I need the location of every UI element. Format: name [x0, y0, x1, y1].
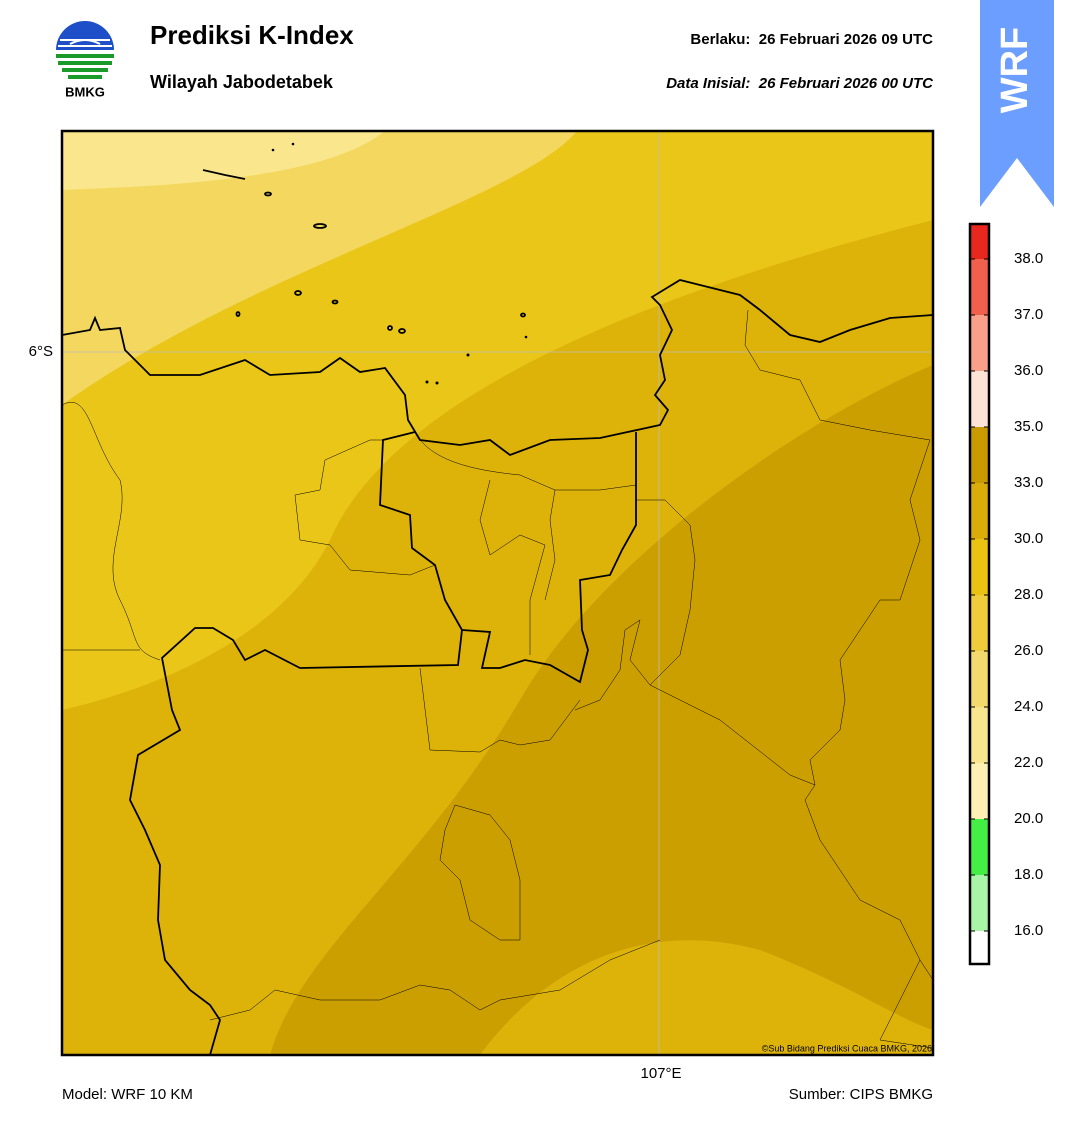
colorbar-label: 36.0 — [1014, 362, 1043, 379]
map — [62, 131, 933, 1055]
colorbar-segment — [970, 427, 989, 483]
colorbar-label: 30.0 — [1014, 530, 1043, 547]
footer-model: Model: WRF 10 KM — [62, 1086, 193, 1103]
colorbar-segment — [970, 875, 989, 931]
logo: BMKG — [56, 21, 114, 99]
title: Prediksi K-Index — [150, 20, 354, 50]
credit: ©Sub Bidang Prediksi Cuaca BMKG, 2026 — [762, 1043, 932, 1053]
colorbar-segment — [970, 224, 989, 259]
colorbar-label: 16.0 — [1014, 922, 1043, 939]
colorbar-label: 20.0 — [1014, 810, 1043, 827]
colorbar-label: 37.0 — [1014, 306, 1043, 323]
footer-source: Sumber: CIPS BMKG — [789, 1086, 933, 1103]
badge — [980, 0, 1054, 207]
colorbar-segment — [970, 595, 989, 651]
lon-label: 107°E — [640, 1065, 681, 1082]
colorbar-segment — [970, 707, 989, 763]
colorbar-label: 18.0 — [1014, 866, 1043, 883]
colorbar-label: 38.0 — [1014, 250, 1043, 267]
colorbar-label: 28.0 — [1014, 586, 1043, 603]
colorbar-segment — [970, 315, 989, 371]
colorbar-label: 26.0 — [1014, 642, 1043, 659]
colorbar-label: 22.0 — [1014, 754, 1043, 771]
colorbar: 38.0 37.0 36.0 35.0 33.0 30.0 28.0 26.0 24.0 22.0… — [968, 222, 1043, 966]
colorbar-segment — [970, 259, 989, 315]
colorbar-segment — [970, 483, 989, 539]
initial-time: Data Inisial: 26 Februari 2026 00 UTC — [666, 75, 934, 92]
colorbar-segment — [970, 651, 989, 707]
lat-label: 6°S — [29, 343, 53, 360]
colorbar-segment — [970, 763, 989, 819]
badge-text: WRF — [994, 27, 1036, 114]
valid-time: Berlaku: 26 Februari 2026 09 UTC — [690, 31, 933, 48]
subtitle: Wilayah Jabodetabek — [150, 72, 334, 92]
map-frame — [60, 129, 935, 1057]
colorbar-segment — [970, 539, 989, 595]
colorbar-segment — [970, 371, 989, 427]
colorbar-label: 24.0 — [1014, 698, 1043, 715]
colorbar-label: 33.0 — [1014, 474, 1043, 491]
colorbar-segment — [970, 819, 989, 875]
logo-text: BMKG — [65, 84, 105, 99]
colorbar-segment — [970, 931, 989, 964]
colorbar-frame — [968, 222, 991, 966]
colorbar-label: 35.0 — [1014, 418, 1043, 435]
